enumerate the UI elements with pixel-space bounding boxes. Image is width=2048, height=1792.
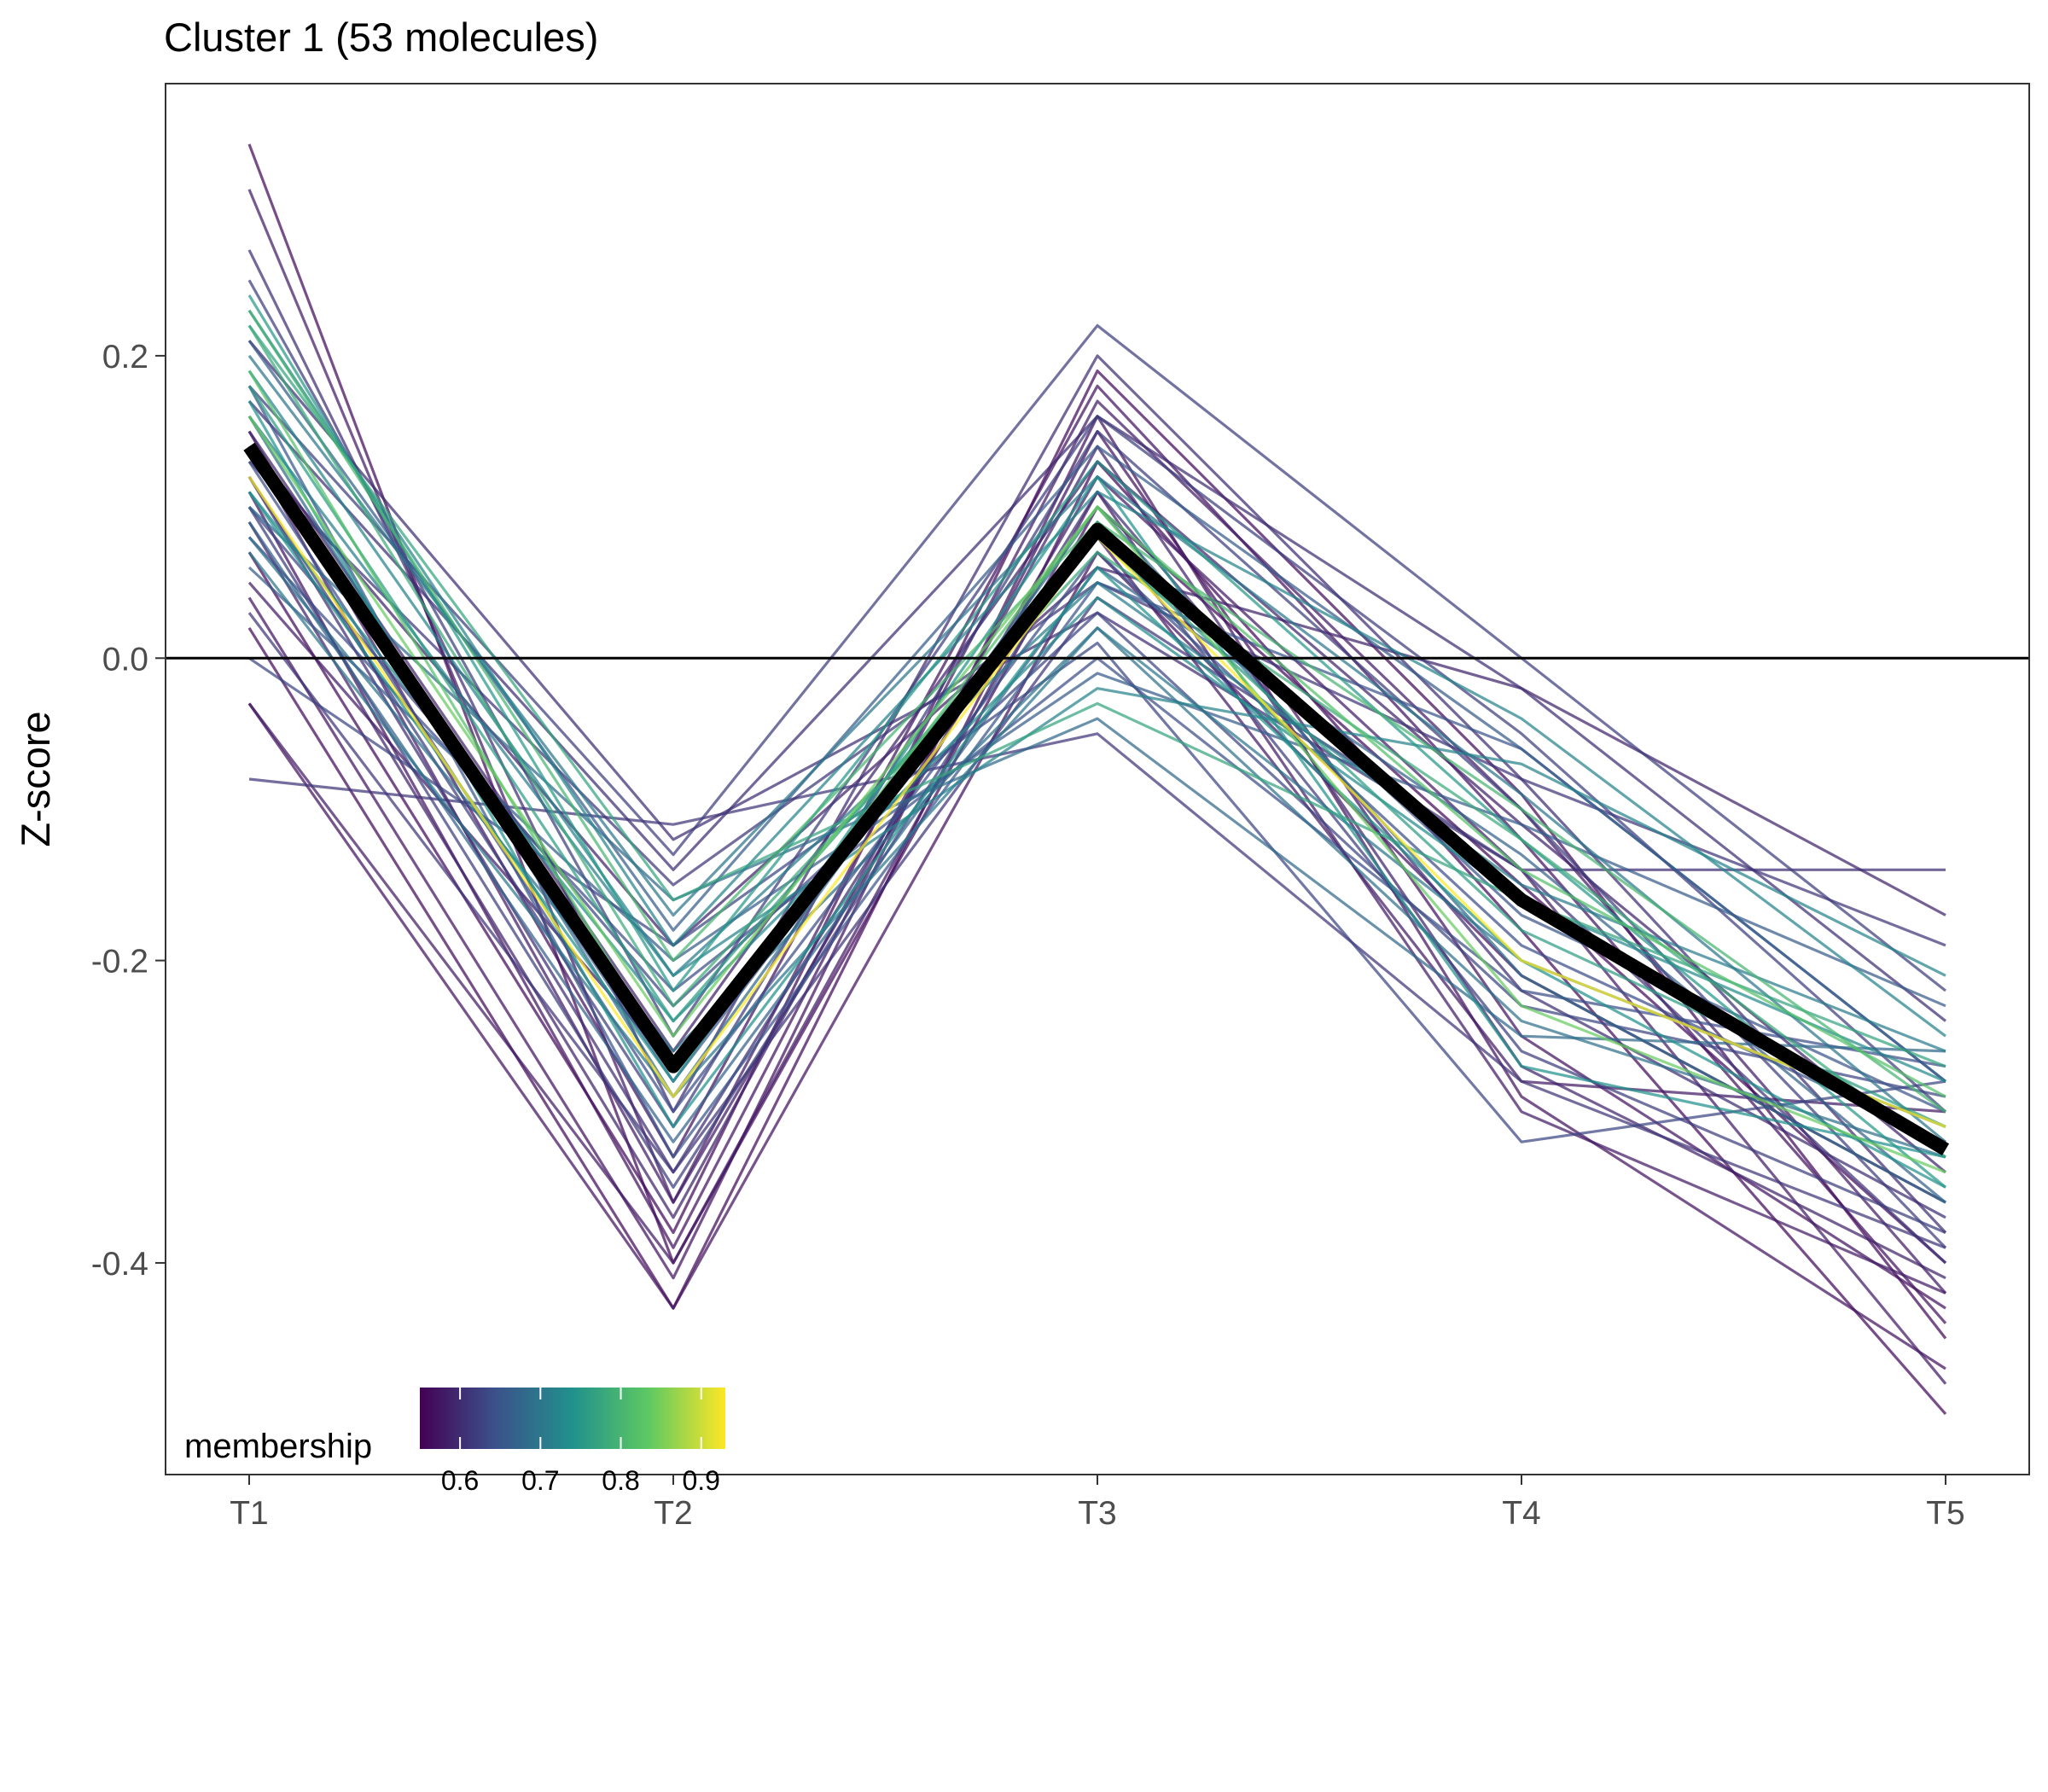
y-axis-label: Z-score (13, 711, 58, 847)
series-line-45 (247, 369, 1946, 977)
legend-title: membership (184, 1428, 372, 1465)
x-tick-label: T4 (1502, 1495, 1541, 1532)
x-tick-label: T5 (1926, 1495, 1965, 1532)
x-tick-label: T3 (1078, 1495, 1117, 1532)
membership-colorbar (420, 1388, 725, 1449)
series-line-17 (247, 415, 1946, 1053)
y-tick-label: 0.2 (102, 339, 148, 375)
series-line-7 (247, 309, 1946, 1114)
y-tick-label: -0.4 (91, 1246, 148, 1283)
x-axis: T1 T2 T3 T4 T5 (230, 1475, 1965, 1532)
series-line-49 (247, 415, 1946, 1174)
x-tick-label: T2 (654, 1495, 693, 1532)
series-line-13 (247, 323, 1946, 992)
chart-title: Cluster 1 (53 molecules) (164, 15, 598, 60)
centroid-line (243, 442, 1950, 1155)
y-axis: 0.2 0.0 -0.2 -0.4 (91, 339, 166, 1283)
y-tick-label: -0.2 (91, 944, 148, 980)
series-line-6 (247, 309, 1946, 1038)
series-line-48 (247, 505, 1946, 1053)
colorbar-tick-label: 0.9 (682, 1465, 719, 1496)
colorbar-tick-label: 0.8 (602, 1465, 639, 1496)
colorbar-tick-label: 0.7 (521, 1465, 559, 1496)
colorbar-tick-label: 0.6 (441, 1465, 479, 1496)
series-line-46 (247, 324, 1946, 1068)
y-tick-label: 0.0 (102, 641, 148, 678)
membership-legend: membership 0.6 0.7 0.8 0.9 (184, 1388, 725, 1496)
series-line-27 (247, 491, 1946, 1083)
series-line-3 (247, 249, 1947, 1234)
centroid-line-group (243, 442, 1950, 1155)
series-line-53 (247, 475, 1946, 1159)
x-tick-label: T1 (230, 1495, 269, 1532)
colorbar-ticks: 0.6 0.7 0.8 0.9 (441, 1388, 720, 1496)
